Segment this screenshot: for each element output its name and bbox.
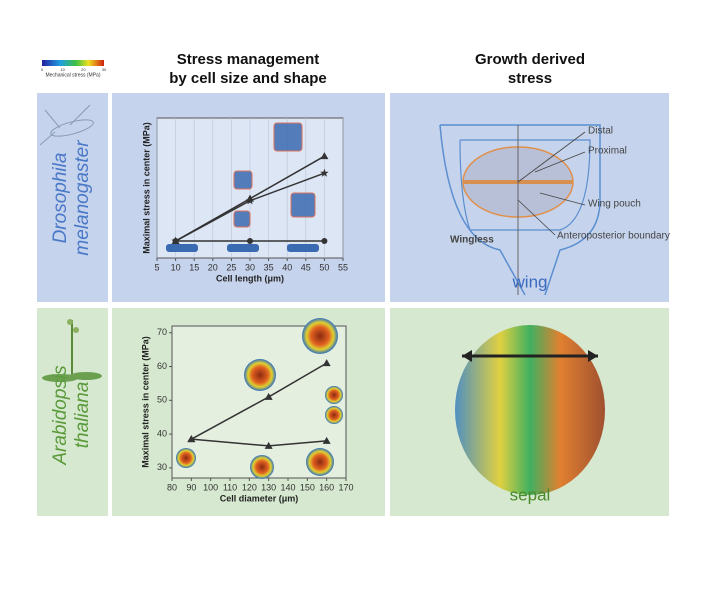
x-tick-label: 55 xyxy=(338,262,348,272)
x-tick-label: 150 xyxy=(300,482,315,492)
cell-render xyxy=(290,192,316,218)
x-tick-label: 90 xyxy=(186,482,196,492)
x-tick-label: 100 xyxy=(203,482,218,492)
marker xyxy=(247,238,253,245)
y-tick-label: 70 xyxy=(157,327,167,337)
cell-render xyxy=(273,122,303,152)
x-axis-label: Cell length (μm) xyxy=(216,273,284,283)
panel-caption: wing xyxy=(512,272,548,291)
marker xyxy=(320,168,329,177)
marker xyxy=(264,392,273,400)
x-tick-label: 5 xyxy=(154,262,159,272)
marker xyxy=(245,196,255,205)
x-tick-label: 25 xyxy=(226,262,236,272)
plant-illustration xyxy=(42,319,102,382)
header-line: Growth derived xyxy=(475,51,585,68)
cell-render xyxy=(325,386,343,404)
diagram-label: Anteroposterior boundary xyxy=(557,231,670,242)
column-header: Growth derived stress xyxy=(475,51,585,87)
diagram-label: Wing pouch xyxy=(588,199,641,210)
y-axis-label: Maximal stress in center (MPa) xyxy=(141,122,151,254)
colorbar xyxy=(42,60,104,66)
diagram-label: Proximal xyxy=(588,146,627,157)
marker xyxy=(321,238,328,245)
x-tick-label: 170 xyxy=(338,482,353,492)
cell-render xyxy=(233,210,251,228)
marker xyxy=(187,435,196,443)
column-header: Stress management by cell size and shape xyxy=(169,51,327,87)
organism-name: melanogaster xyxy=(72,140,93,256)
x-tick-label: 110 xyxy=(223,482,237,492)
x-tick-label: 45 xyxy=(301,262,311,272)
organism-name: Arabidopsis xyxy=(50,365,71,466)
x-tick-label: 50 xyxy=(319,262,329,272)
x-tick-label: 10 xyxy=(171,262,181,272)
colorbar-tick: 10 xyxy=(60,67,65,72)
marker xyxy=(264,441,273,449)
cell-render xyxy=(302,318,338,354)
y-tick-label: 50 xyxy=(157,395,167,405)
x-tick-label: 35 xyxy=(264,262,274,272)
cell-render xyxy=(227,244,259,252)
y-axis-label: Maximal stress in center (MPa) xyxy=(140,336,150,468)
colorbar-tick: 0 xyxy=(41,67,44,72)
wing-diagram xyxy=(439,124,601,296)
y-tick-label: 60 xyxy=(157,361,167,371)
organism-name: thaliana xyxy=(72,382,93,449)
marker xyxy=(320,152,329,160)
diagram-label: Wingless xyxy=(450,235,494,246)
marker xyxy=(322,359,331,367)
y-tick-label: 30 xyxy=(157,462,167,472)
header-line: stress xyxy=(508,70,552,87)
x-tick-label: 140 xyxy=(280,482,295,492)
x-axis-label: Cell diameter (μm) xyxy=(220,493,299,503)
x-tick-label: 160 xyxy=(319,482,334,492)
colorbar-title: Mechanical stress (MPa) xyxy=(45,72,100,78)
header-line: by cell size and shape xyxy=(169,70,327,87)
panel-caption: sepal xyxy=(510,485,551,504)
diagram-label: Distal xyxy=(588,126,613,137)
cell-render xyxy=(166,244,198,252)
colorbar-tick: 30 xyxy=(102,67,107,72)
cell-render xyxy=(250,455,274,479)
marker xyxy=(322,436,331,444)
organism-name: Drosophila xyxy=(50,153,71,244)
panel xyxy=(37,93,108,302)
cell-render xyxy=(244,359,276,391)
marker xyxy=(172,238,179,245)
x-tick-label: 40 xyxy=(282,262,292,272)
cell-render xyxy=(325,406,343,424)
x-tick-label: 120 xyxy=(242,482,257,492)
cell-render xyxy=(176,448,196,468)
cell-render xyxy=(233,170,253,190)
x-tick-label: 80 xyxy=(167,482,177,492)
header-line: Stress management xyxy=(177,51,320,68)
cell-render xyxy=(306,448,334,476)
x-tick-label: 130 xyxy=(261,482,276,492)
y-tick-label: 40 xyxy=(157,428,167,438)
x-tick-label: 20 xyxy=(208,262,218,272)
sepal-image xyxy=(455,325,605,495)
colorbar-tick: 20 xyxy=(81,67,86,72)
cell-render xyxy=(287,244,319,252)
x-tick-label: 15 xyxy=(189,262,199,272)
x-tick-label: 30 xyxy=(245,262,255,272)
fly-illustration xyxy=(39,104,94,146)
